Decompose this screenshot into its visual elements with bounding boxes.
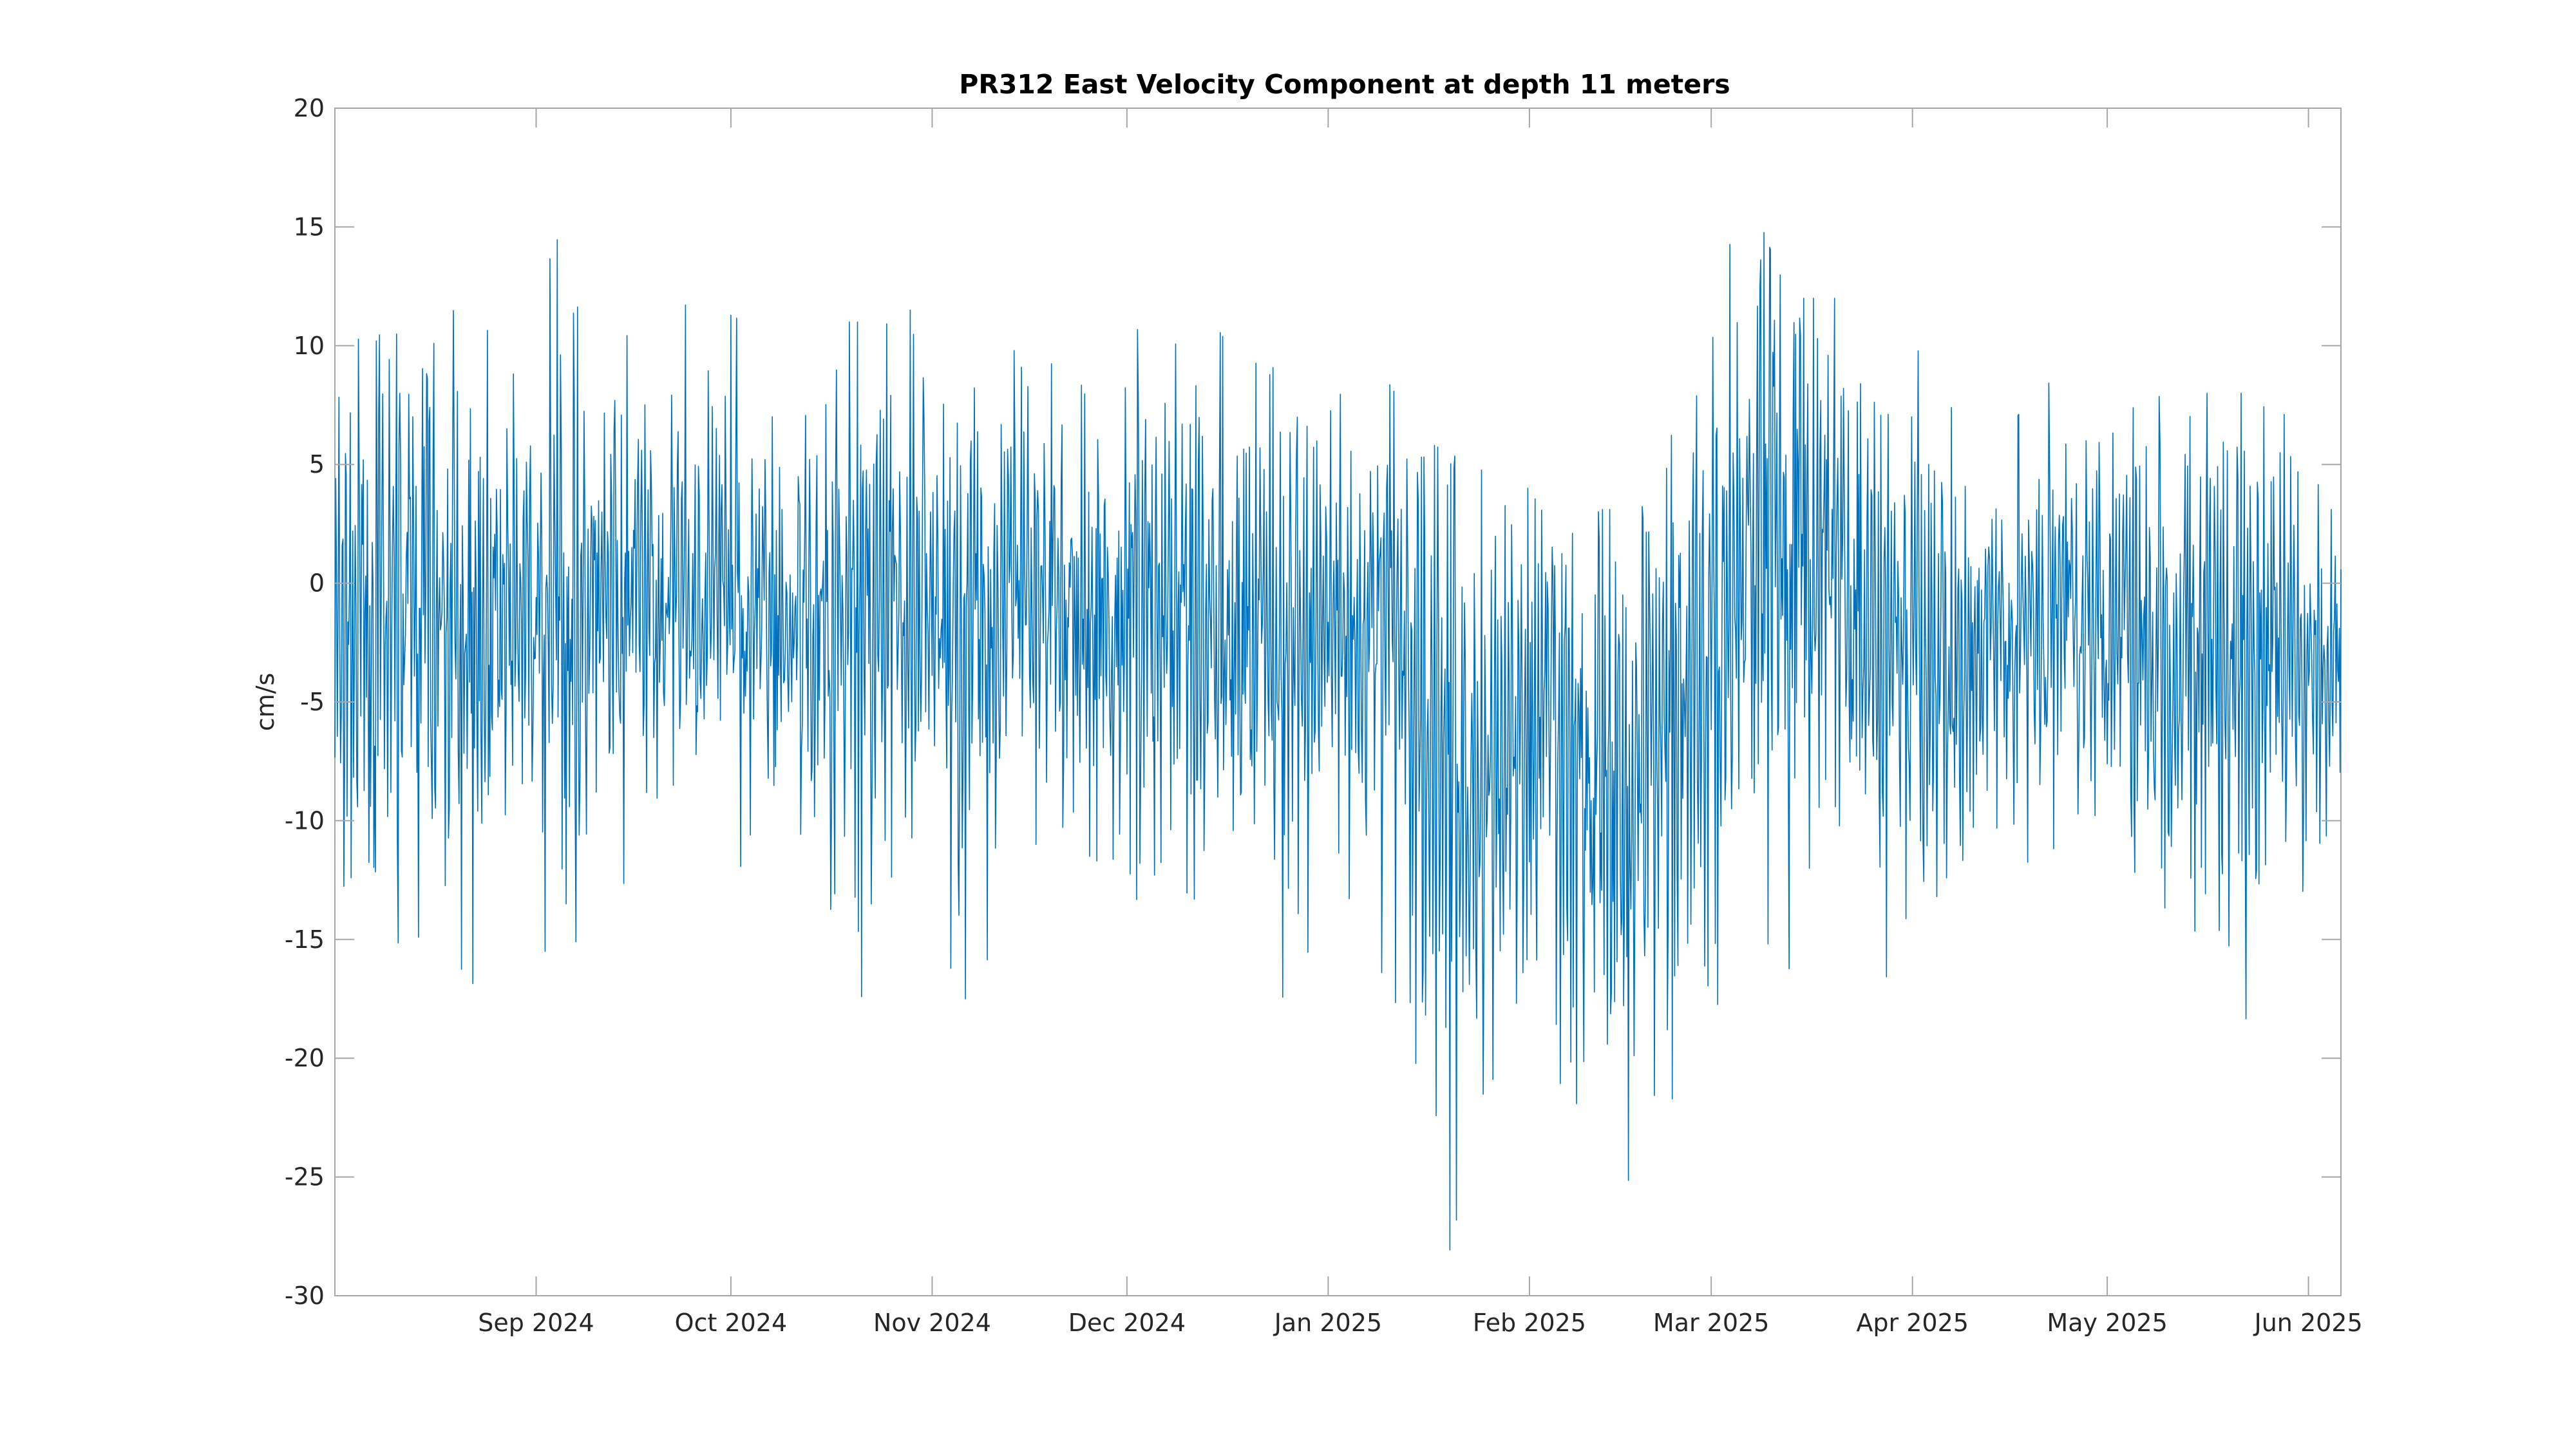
x-tick-label: Mar 2025	[1653, 1309, 1769, 1337]
y-tick-label: 10	[294, 332, 325, 360]
x-tick-label: Feb 2025	[1473, 1309, 1586, 1337]
x-tick-label: Sep 2024	[478, 1309, 594, 1337]
x-tick-label: Apr 2025	[1856, 1309, 1969, 1337]
y-tick-label: -10	[285, 806, 325, 835]
y-tick-label: -15	[285, 925, 325, 954]
x-tick-label: Jan 2025	[1273, 1309, 1382, 1337]
chart-title: PR312 East Velocity Component at depth 1…	[959, 69, 1730, 100]
series-group	[334, 232, 2342, 1251]
y-axis-label: cm/s	[251, 673, 279, 732]
y-tick-label: 20	[294, 94, 325, 122]
y-tick-label: -5	[300, 688, 325, 716]
x-tick-label: Nov 2024	[873, 1309, 991, 1337]
ticks-group: 20 15 10 5 0 -5 -10 -15 -20 -25 -30 Sep 2024 Oct 202…	[285, 94, 2363, 1337]
x-tick-label: Jun 2025	[2253, 1309, 2363, 1337]
y-tick-label: 15	[294, 213, 325, 241]
y-tick-label: -20	[285, 1044, 325, 1072]
series-line	[334, 232, 2342, 1251]
y-tick-label: -25	[285, 1163, 325, 1191]
x-tick-label: May 2025	[2047, 1309, 2167, 1337]
y-tick-label: 5	[309, 450, 325, 478]
x-tick-label: Oct 2024	[675, 1309, 788, 1337]
x-tick-label: Dec 2024	[1068, 1309, 1186, 1337]
y-tick-label: -30	[285, 1282, 325, 1310]
y-tick-label: 0	[309, 569, 325, 598]
